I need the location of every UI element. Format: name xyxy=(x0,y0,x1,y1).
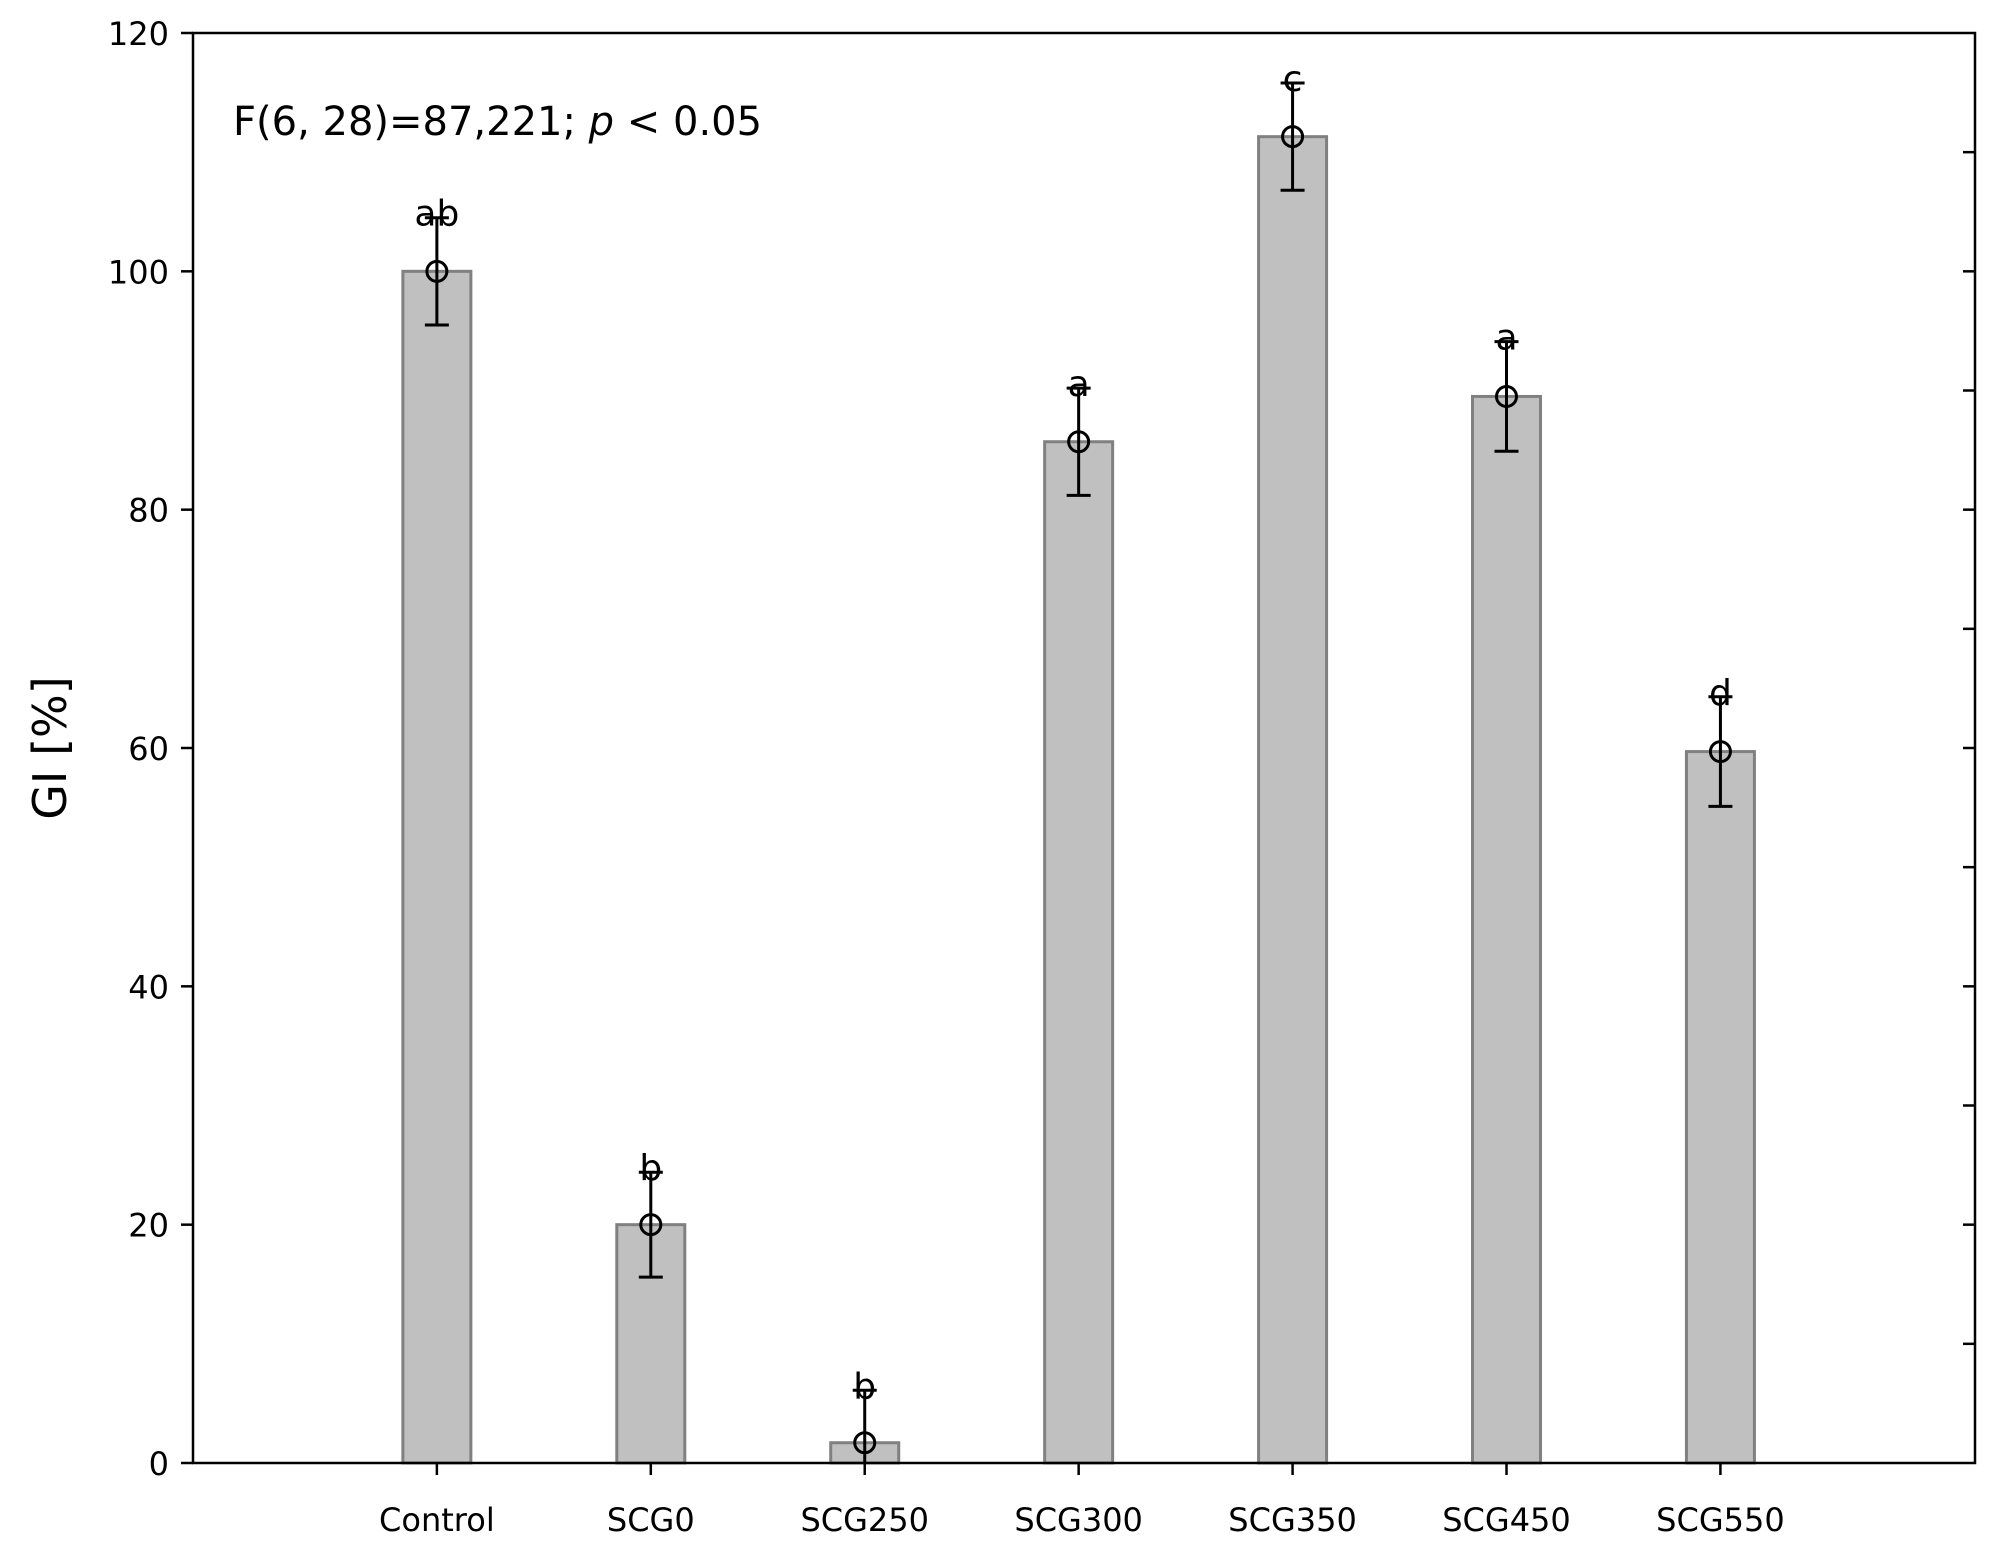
group-label-SCG0: b xyxy=(639,1148,662,1189)
bar-SCG450 xyxy=(1471,394,1543,1465)
x-tick-label-Control: Control xyxy=(379,1501,495,1539)
mean-marker-SCG450 xyxy=(1495,384,1519,408)
y-tick-label-40: 40 xyxy=(128,968,169,1006)
mean-marker-Control xyxy=(425,259,449,283)
group-label-SCG300: a xyxy=(1068,364,1090,405)
x-tick-label-SCG450: SCG450 xyxy=(1442,1501,1571,1539)
bars-layer xyxy=(401,135,1756,1465)
x-tick-label-SCG350: SCG350 xyxy=(1228,1501,1357,1539)
mean-marker-SCG550 xyxy=(1708,740,1732,764)
y-tick-label-100: 100 xyxy=(108,253,169,291)
bar-SCG350 xyxy=(1257,135,1329,1465)
bar-SCG550 xyxy=(1684,750,1756,1465)
group-label-SCG550: d xyxy=(1709,673,1732,714)
annotation-prefix: F(6, 28)=87,221; xyxy=(233,99,589,145)
y-tick-label-60: 60 xyxy=(128,730,169,768)
bar-SCG300 xyxy=(1043,440,1115,1465)
x-tick-label-SCG250: SCG250 xyxy=(800,1501,929,1539)
x-tick-label-SCG550: SCG550 xyxy=(1656,1501,1785,1539)
y-axis-title: GI [%] xyxy=(23,676,77,819)
group-label-SCG250: b xyxy=(853,1366,876,1407)
error-bars-layer xyxy=(424,81,1733,1463)
labels-layer: ab Control b SCG0 b SCG250 a SCG300 c SCG350 a SCG4… xyxy=(108,15,1785,1539)
mean-marker-SCG250 xyxy=(853,1431,877,1455)
x-tick-label-SCG0: SCG0 xyxy=(607,1501,695,1539)
annotation-suffix: < 0.05 xyxy=(614,99,762,145)
y-tick-label-80: 80 xyxy=(128,492,169,530)
x-tick-label-SCG300: SCG300 xyxy=(1014,1501,1143,1539)
group-label-SCG450: a xyxy=(1495,318,1517,359)
group-label-SCG350: c xyxy=(1283,59,1303,100)
mean-marker-SCG0 xyxy=(639,1213,663,1237)
y-tick-label-120: 120 xyxy=(108,15,169,53)
y-tick-label-20: 20 xyxy=(128,1207,169,1245)
y-tick-label-0: 0 xyxy=(149,1445,169,1483)
mean-marker-SCG350 xyxy=(1281,125,1305,149)
anova-annotation: F(6, 28)=87,221; p < 0.05 xyxy=(233,99,762,145)
ticks-layer xyxy=(181,31,1975,1475)
annotation-p: p xyxy=(588,99,614,145)
mean-marker-SCG300 xyxy=(1067,430,1091,454)
group-label-Control: ab xyxy=(414,194,459,235)
bar-Control xyxy=(401,269,473,1465)
